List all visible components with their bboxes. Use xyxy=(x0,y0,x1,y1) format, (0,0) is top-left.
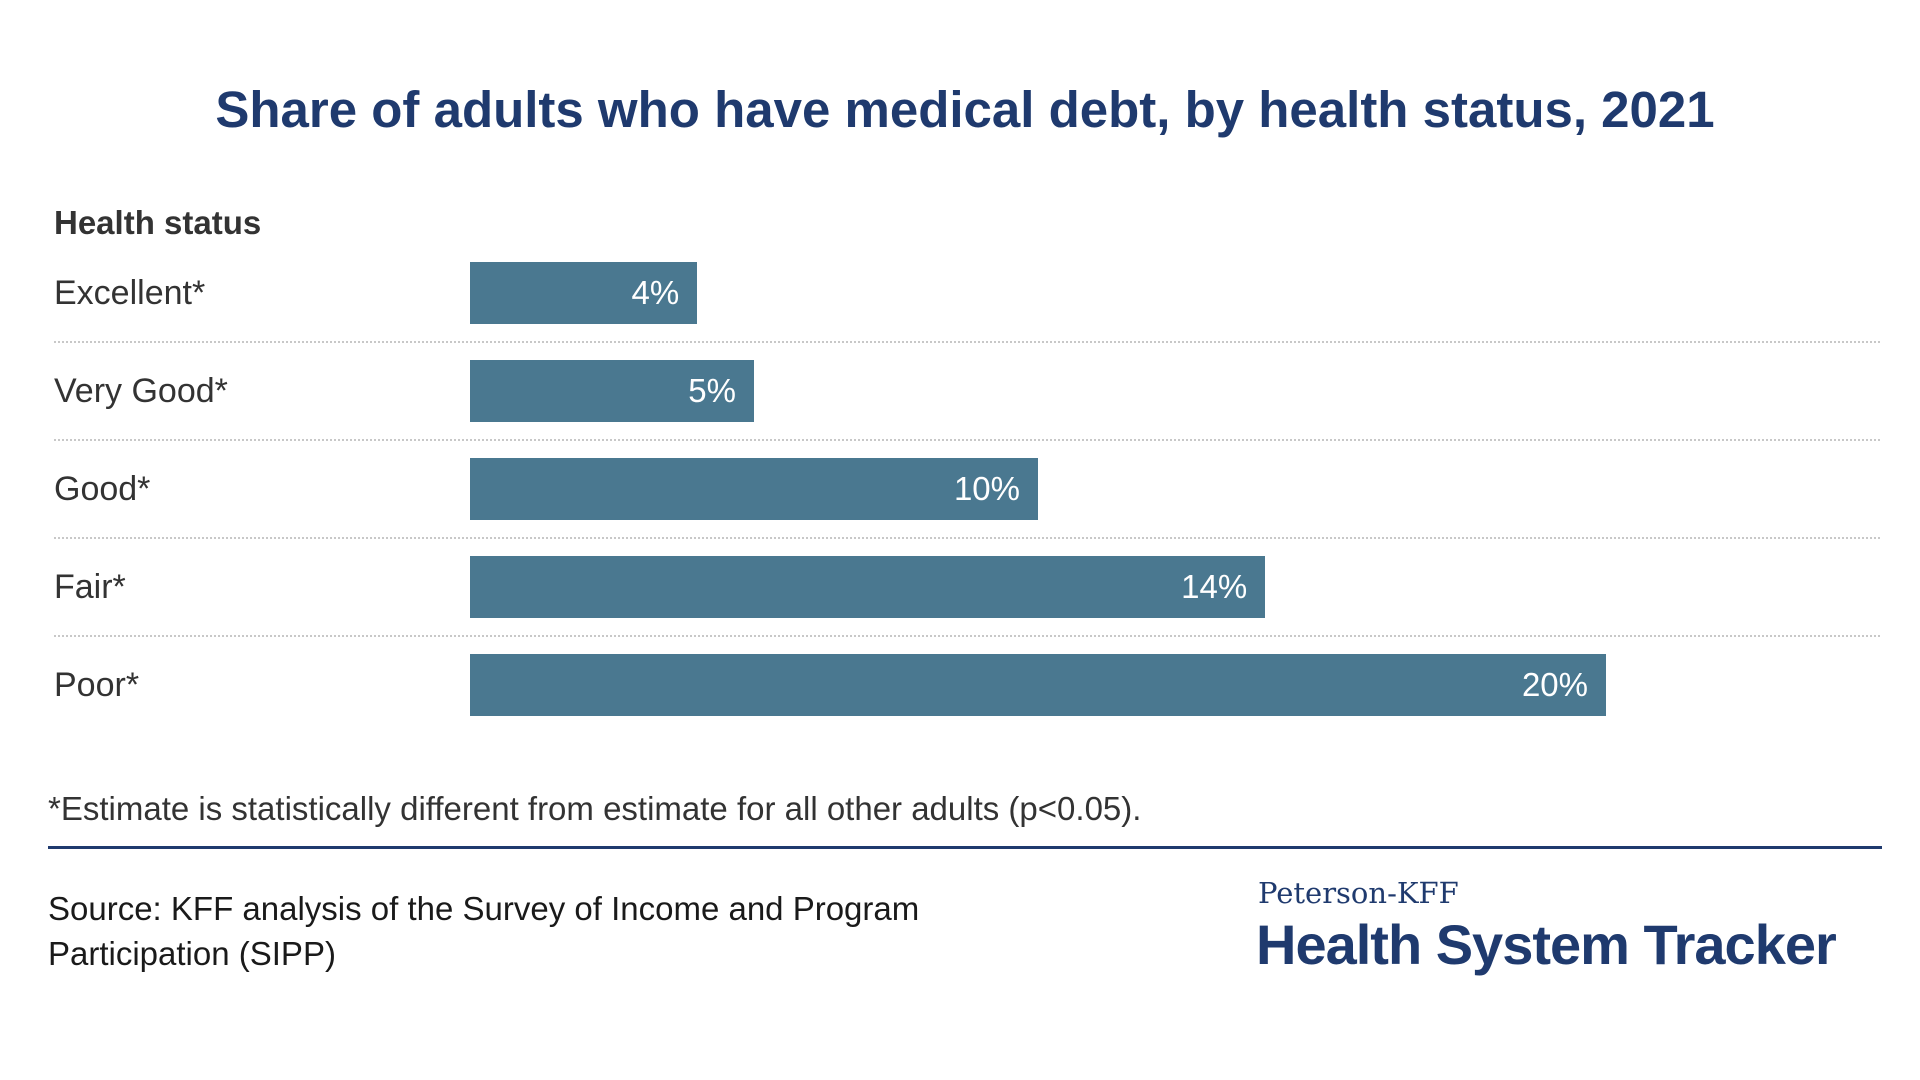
footer-divider xyxy=(48,846,1882,849)
bar-value-label: 5% xyxy=(688,372,736,409)
row-divider xyxy=(54,537,1880,539)
bar xyxy=(470,262,698,324)
row-divider xyxy=(54,635,1880,637)
row-divider xyxy=(54,341,1880,343)
category-axis-header: Health status xyxy=(54,204,262,241)
bar xyxy=(470,654,1606,716)
logo-title: Health System Tracker xyxy=(1256,913,1837,976)
bar-value-label: 14% xyxy=(1181,568,1248,605)
footnote: *Estimate is statistically different fro… xyxy=(48,790,1142,827)
category-label: Poor* xyxy=(54,666,140,704)
source-note: Source: KFF analysis of the Survey of In… xyxy=(48,890,920,972)
category-label: Good* xyxy=(54,470,151,508)
bar xyxy=(470,556,1266,618)
category-label: Fair* xyxy=(54,568,126,606)
bar-value-label: 10% xyxy=(953,470,1020,507)
category-label: Excellent* xyxy=(54,274,206,312)
bar-value-label: 4% xyxy=(631,274,680,311)
bar xyxy=(470,360,754,422)
logo-subtitle: Peterson-KFF xyxy=(1258,876,1459,910)
category-label: Very Good* xyxy=(54,372,228,410)
bar-value-label: 20% xyxy=(1521,666,1588,703)
chart-title: Share of adults who have medical debt, b… xyxy=(215,81,1715,138)
bar xyxy=(470,458,1038,520)
row-divider xyxy=(54,439,1880,441)
